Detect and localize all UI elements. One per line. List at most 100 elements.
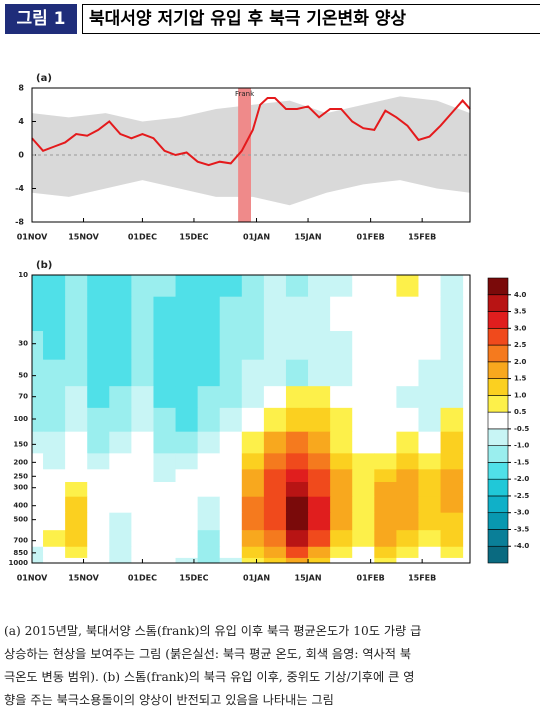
heat-cell (32, 482, 44, 498)
heat-cell (241, 453, 265, 470)
heat-cell (241, 359, 265, 387)
heat-cell (308, 469, 331, 483)
heat-cell (197, 275, 221, 298)
heat-cell (197, 557, 221, 564)
colorbar-label: 2.0 (514, 358, 527, 366)
y-tick-label: 70 (18, 393, 28, 401)
heat-cell (440, 407, 464, 433)
heat-cell (175, 296, 199, 332)
heat-cell (197, 431, 221, 454)
heat-cell (396, 530, 419, 548)
heat-cell (241, 296, 265, 332)
heat-cell (43, 557, 66, 564)
heat-cell (352, 386, 375, 409)
heat-cell (263, 512, 287, 531)
heat-cell (263, 407, 287, 433)
heat-cell (175, 331, 199, 361)
heat-cell (285, 530, 309, 548)
heat-cell (219, 546, 243, 559)
heat-cell (87, 359, 110, 387)
heat-cell (285, 275, 309, 298)
heat-cell (308, 275, 331, 298)
heat-cell (32, 530, 44, 548)
panel-label: (a) (36, 73, 52, 84)
heat-cell (285, 512, 309, 531)
heat-cell (440, 530, 464, 548)
heat-cell (330, 546, 353, 559)
heat-cell (308, 359, 331, 387)
heat-cell (153, 296, 177, 332)
heat-cell (440, 546, 464, 559)
heat-cell (43, 496, 66, 514)
y-tick-label: 400 (13, 502, 28, 510)
colorbar-label: 4.0 (514, 291, 527, 299)
heat-cell (109, 296, 132, 332)
heat-cell (109, 546, 132, 559)
heat-cell (43, 359, 66, 387)
heat-cell (65, 496, 88, 514)
heat-cell (131, 512, 154, 531)
heat-cell (197, 482, 221, 498)
heat-cell (131, 431, 154, 454)
heat-cell (32, 386, 44, 409)
heat-cell (65, 530, 88, 548)
colorbar-label: -1.0 (514, 442, 529, 450)
x-tick-label: 15JAN (295, 233, 322, 242)
annotation: Frank (235, 90, 255, 98)
heat-cell (396, 275, 419, 298)
heat-cell (396, 407, 419, 433)
heat-cell (263, 275, 287, 298)
heat-cell (175, 496, 199, 514)
heat-cell (32, 453, 44, 470)
heat-cell (219, 386, 243, 409)
heat-cell (87, 331, 110, 361)
heat-cell (308, 546, 331, 559)
heat-cell (32, 296, 44, 332)
colorbar-swatch (487, 445, 509, 463)
heat-cell (65, 407, 88, 433)
heat-cell (131, 407, 154, 433)
heat-cell (285, 431, 309, 454)
heat-cell (418, 386, 442, 409)
heat-cell (43, 482, 66, 498)
colorbar-swatch (487, 378, 509, 396)
heat-cell (263, 359, 287, 387)
heat-cell (153, 496, 177, 514)
y-tick-label: 200 (13, 458, 28, 466)
heat-cell (153, 407, 177, 433)
heat-cell (109, 431, 132, 454)
heat-cell (374, 469, 397, 483)
heat-cell (131, 530, 154, 548)
heat-cell (330, 359, 353, 387)
heat-cell (219, 512, 243, 531)
x-tick-label: 01FEB (357, 574, 385, 583)
heat-cell (109, 496, 132, 514)
heat-cell (175, 546, 199, 559)
heat-cell (285, 557, 309, 564)
y-tick-label: 150 (13, 440, 28, 448)
heat-cell (308, 331, 331, 361)
y-tick-label: 1000 (9, 559, 29, 567)
heat-cell (197, 386, 221, 409)
colorbar-label: 3.0 (514, 324, 527, 332)
heat-cell (440, 431, 464, 454)
panel-label: (b) (36, 260, 52, 271)
heat-cell (396, 557, 419, 564)
heat-cell (352, 359, 375, 387)
heat-cell (308, 407, 331, 433)
heat-cell (352, 496, 375, 514)
x-tick-label: 01DEC (128, 233, 157, 242)
heat-cell (131, 482, 154, 498)
heat-cell (65, 331, 88, 361)
heat-cell (308, 453, 331, 470)
heat-cell (263, 482, 287, 498)
heat-cell (153, 546, 177, 559)
y-tick-label: 4 (18, 117, 24, 126)
heat-cell (330, 496, 353, 514)
colorbar-label: 0.5 (514, 408, 527, 416)
heat-cell (241, 557, 265, 564)
colorbar-swatch (487, 478, 509, 497)
heat-cell (43, 407, 66, 433)
heat-cell (65, 359, 88, 387)
heat-cell (285, 482, 309, 498)
